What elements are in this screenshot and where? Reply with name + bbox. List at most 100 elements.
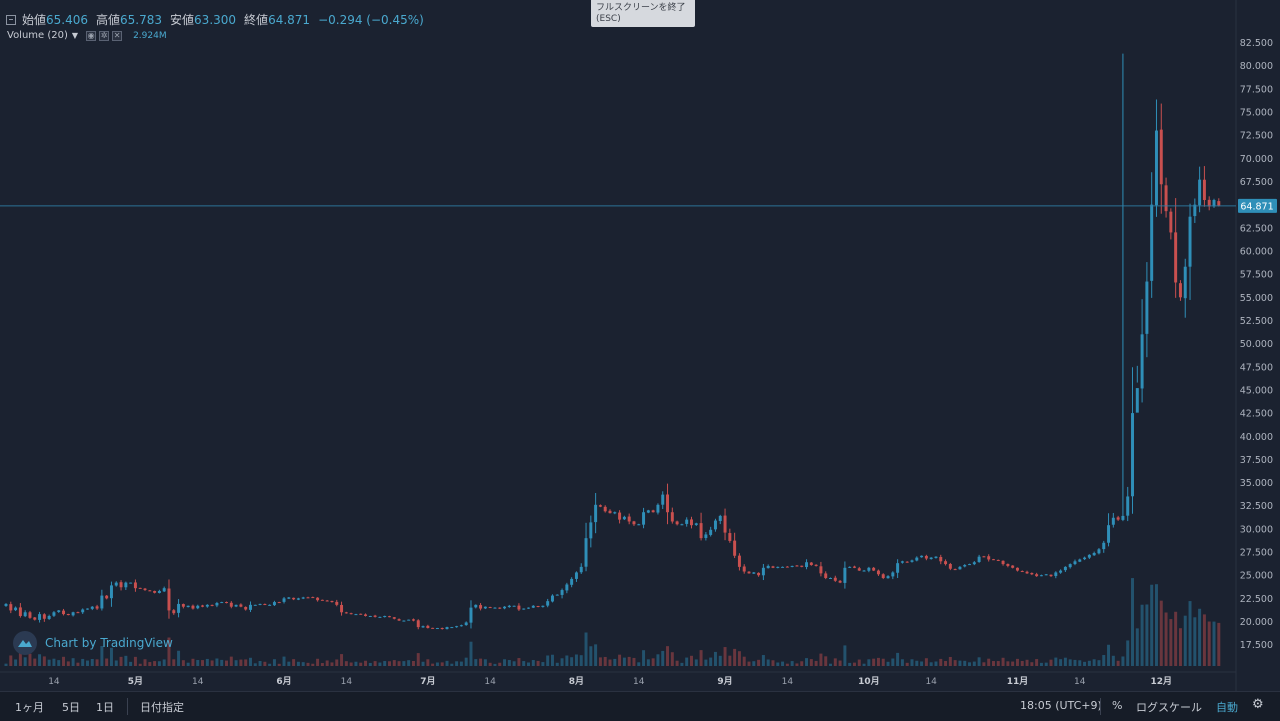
volume-bar <box>138 663 142 666</box>
range-1-day-button[interactable]: 1日 <box>96 701 114 714</box>
candle-body <box>162 588 166 592</box>
tradingview-watermark[interactable]: Chart by TradingView <box>13 631 173 655</box>
candle-body <box>948 563 952 569</box>
candle-body <box>330 600 334 603</box>
candle-body <box>1097 549 1101 554</box>
volume-bar <box>598 657 602 666</box>
x-tick-label: 7月 <box>420 676 435 687</box>
candle-body <box>555 594 559 596</box>
y-tick-label: 25.000 <box>1240 571 1273 582</box>
x-tick-label: 14 <box>341 677 353 687</box>
timezone-button[interactable]: 18:05 (UTC+9) <box>1020 699 1102 712</box>
candle-body <box>934 556 938 558</box>
candle-body <box>800 565 804 567</box>
volume-bar <box>1183 615 1187 666</box>
candle-body <box>733 540 737 556</box>
candle-body <box>296 598 300 600</box>
candle-body <box>1039 575 1043 577</box>
candle-body <box>1020 571 1024 573</box>
volume-bar <box>1131 578 1134 666</box>
candle-body <box>527 607 530 609</box>
change-value: −0.294 (−0.45%) <box>318 12 424 27</box>
gear-icon[interactable]: ✲ <box>99 30 110 41</box>
ohlc-legend: 始値 65.406 高値 65.783 安値 63.300 終値 64.871 … <box>6 11 432 28</box>
log-scale-button[interactable]: ログスケール <box>1136 701 1202 714</box>
volume-bar <box>1049 659 1053 666</box>
tooltip-line-1: フルスクリーンを終了 <box>596 3 686 13</box>
chevron-down-icon[interactable]: ▼ <box>71 31 79 40</box>
volume-bar <box>157 661 161 666</box>
open-label: 始値 <box>22 13 47 27</box>
candle-body <box>742 566 746 572</box>
low-label: 安値 <box>170 13 195 27</box>
close-value: 64.871 <box>268 12 311 27</box>
volume-bar <box>320 663 324 666</box>
candle-body <box>723 515 727 533</box>
volume-bar <box>1011 661 1015 666</box>
close-icon[interactable]: ✕ <box>112 30 123 41</box>
volume-title[interactable]: Volume (20) <box>7 30 68 41</box>
candle-body <box>833 577 837 581</box>
y-tick-label: 35.000 <box>1240 478 1273 489</box>
volume-bar <box>1035 659 1039 666</box>
volume-bar <box>1164 612 1168 666</box>
volume-bar <box>757 659 761 666</box>
candle-body <box>694 523 698 525</box>
volume-bar <box>335 659 339 666</box>
volume-bar <box>1030 662 1034 666</box>
volume-bar <box>613 658 617 666</box>
volume-bar <box>181 660 185 666</box>
candle-body <box>148 590 152 592</box>
candle-body <box>1006 563 1010 566</box>
range-5-day-button[interactable]: 5日 <box>62 701 80 714</box>
volume-bar <box>244 659 248 666</box>
candle-body <box>613 512 617 514</box>
volume-bar <box>364 660 368 666</box>
collapse-legend-icon[interactable] <box>6 14 16 25</box>
volume-bar <box>488 662 492 666</box>
candle-body <box>872 567 876 571</box>
date-range-button[interactable]: 日付指定 <box>140 701 184 714</box>
volume-bar <box>268 663 272 666</box>
candle-body <box>1159 129 1163 185</box>
gear-icon[interactable]: ⚙ <box>1252 697 1264 712</box>
candle-body <box>1164 185 1168 212</box>
y-tick-label: 32.500 <box>1240 501 1273 512</box>
range-1-month-button[interactable]: 1ヶ月 <box>15 701 44 714</box>
candle-body <box>359 613 363 615</box>
volume-bar <box>939 658 943 666</box>
percent-scale-button[interactable]: % <box>1112 699 1123 712</box>
volume-bar <box>771 660 775 666</box>
volume-bar <box>1039 662 1043 666</box>
price-chart[interactable]: 82.500 80.000 77.500 75.000 72.500 70.000 67.5… <box>0 0 1280 691</box>
y-tick-label: 52.500 <box>1240 316 1273 327</box>
eye-icon[interactable]: ◉ <box>86 30 97 41</box>
volume-bar <box>761 655 765 666</box>
volume-bar <box>1025 659 1029 666</box>
volume-bar <box>795 663 799 666</box>
candle-body <box>258 603 262 605</box>
volume-bar <box>225 660 228 666</box>
volume-bar <box>14 659 18 666</box>
volume-bar <box>603 656 607 666</box>
volume-bar <box>574 654 578 666</box>
candle-body <box>929 557 933 560</box>
candle-body <box>287 597 291 599</box>
candle-body <box>210 604 214 606</box>
volume-bar <box>18 651 22 666</box>
volume-bar <box>781 661 785 666</box>
candle-body <box>656 504 660 513</box>
auto-scale-button[interactable]: 自動 <box>1216 701 1238 714</box>
volume-bar <box>153 661 157 666</box>
volume-bar <box>785 663 789 666</box>
candle-body <box>9 604 13 611</box>
candle-body <box>977 556 981 562</box>
candle-body <box>704 534 708 539</box>
volume-bar <box>1059 659 1063 666</box>
volume-bar <box>464 657 468 666</box>
volume-bar <box>100 646 104 666</box>
candle-body <box>431 627 435 629</box>
candle-body <box>225 602 228 604</box>
candle-body <box>1063 566 1067 571</box>
